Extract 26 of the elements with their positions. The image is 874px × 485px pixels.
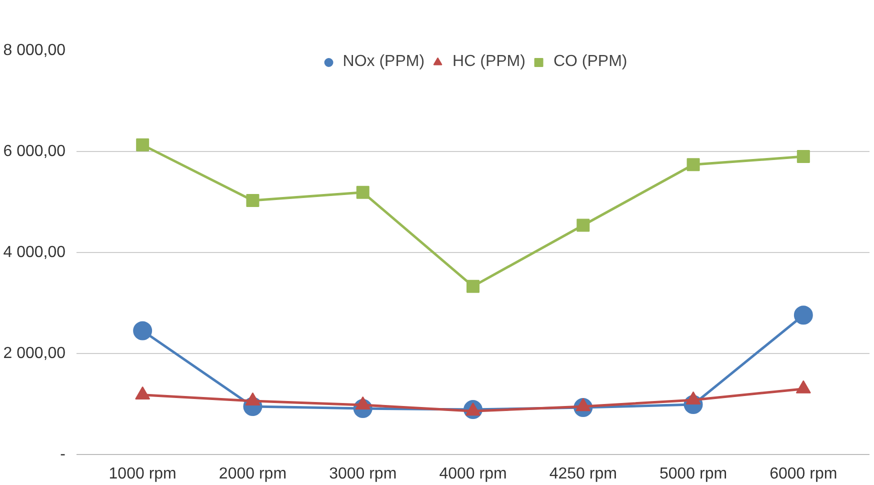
y-tick-label: - (60, 446, 66, 463)
x-tick-label: 5000 rpm (659, 466, 728, 482)
point (135, 386, 150, 400)
legend-label: HC (PPM) (452, 53, 526, 71)
point (466, 280, 480, 293)
x-tick-label: 2000 rpm (218, 466, 287, 482)
point (133, 321, 152, 340)
legend-label: CO (PPM) (553, 53, 628, 71)
y-tick-label: 6 000,00 (3, 143, 66, 160)
point (136, 138, 150, 152)
x-tick-label: 3000 rpm (329, 466, 397, 482)
point (576, 218, 590, 232)
y-tick-label: 4 000,00 (3, 244, 66, 261)
point (686, 158, 700, 172)
x-tick-label: 4250 rpm (549, 466, 617, 482)
y-tick-label: 8 000,00 (3, 42, 66, 59)
x-tick-label: 1000 rpm (108, 466, 176, 482)
point (794, 306, 813, 325)
point (246, 194, 260, 207)
point (796, 380, 811, 394)
x-tick-label: 4000 rpm (439, 466, 507, 482)
point (356, 186, 370, 199)
point (796, 150, 810, 164)
y-tick-label: 2 000,00 (3, 345, 66, 362)
legend-label: NOx (PPM) (342, 53, 425, 71)
x-tick-label: 6000 rpm (770, 466, 838, 482)
